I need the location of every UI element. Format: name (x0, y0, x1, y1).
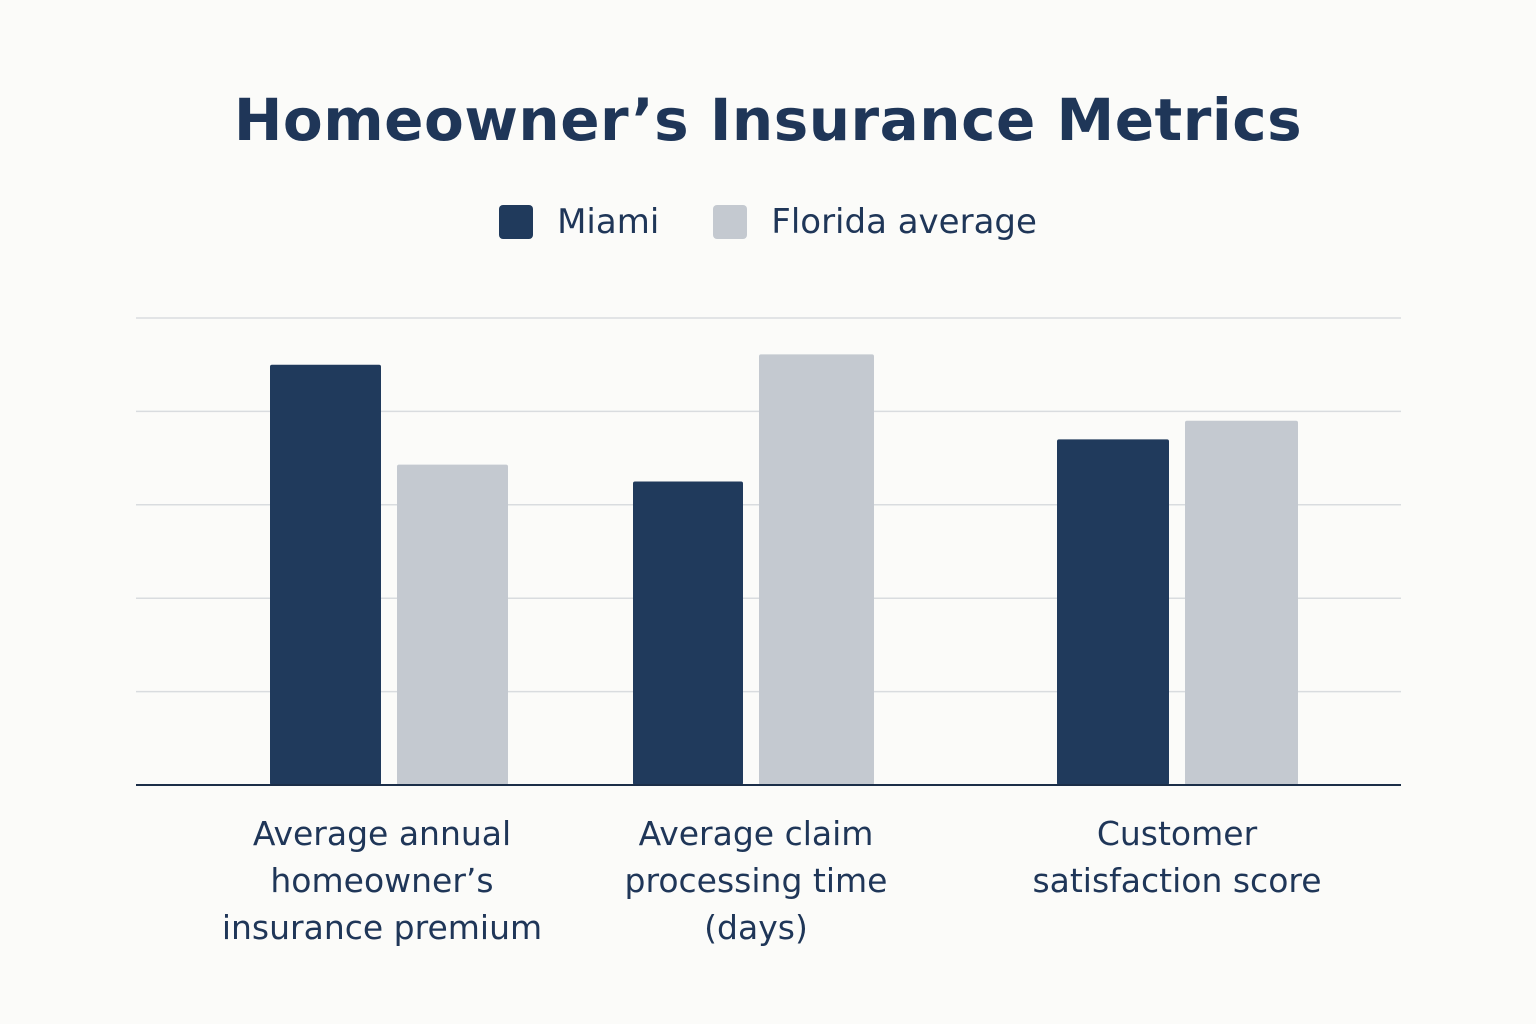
legend-label-florida-average: Florida average (771, 202, 1037, 242)
category-label: Average annual homeowner’s insurance pre… (221, 814, 543, 947)
legend-swatch-miami (499, 205, 534, 239)
chart-title: Homeowner’s Insurance Metrics (233, 86, 1303, 154)
legend-item-florida-average: Florida average (713, 198, 1037, 246)
legend: Miami Florida average (0, 198, 1536, 246)
bar-miami-1 (270, 364, 381, 785)
category-label: Average claim processing time (days) (624, 814, 888, 947)
legend-label-miami: Miami (557, 202, 660, 242)
bar-miami-2 (633, 481, 743, 785)
bar-florida-average-2 (759, 354, 874, 785)
category-label: Customer satisfaction score (1032, 814, 1322, 900)
bar-florida-average-1 (397, 464, 508, 785)
bar-florida-average-3 (1185, 420, 1298, 785)
bar-miami-3 (1057, 439, 1169, 785)
legend-swatch-florida-average (713, 205, 748, 239)
legend-item-miami: Miami (499, 198, 659, 246)
